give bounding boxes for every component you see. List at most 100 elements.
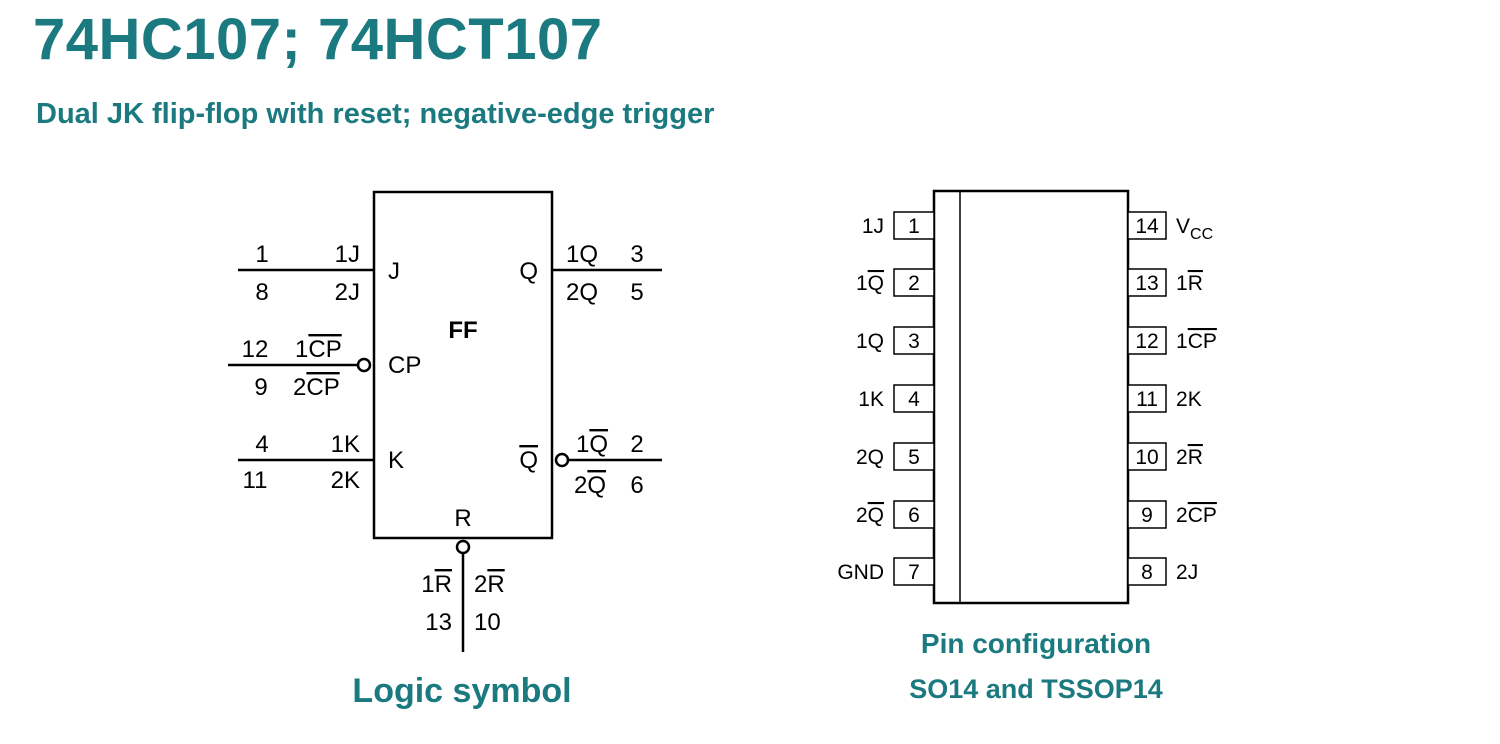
pin-label-14: VCC — [1176, 215, 1213, 243]
cp-input-label: CP — [388, 352, 421, 379]
pin-label-3-name: Q — [868, 330, 884, 353]
reset-inversion-bubble — [455, 539, 471, 555]
k-pin-number-1: 4 — [255, 431, 268, 458]
pin-label-12: 1CP — [1176, 330, 1217, 353]
cp-pin-number-1: 12 — [242, 336, 269, 363]
reset-pin-number-1: 13 — [425, 609, 452, 636]
pin-label-11: 2K — [1176, 388, 1202, 411]
pin-number-5: 5 — [908, 446, 920, 469]
flip-flop-block — [372, 190, 554, 540]
pin-label-4-name: K — [870, 388, 884, 411]
pin-number-3: 3 — [908, 330, 920, 353]
pin-number-2: 2 — [908, 272, 920, 295]
logic-symbol-labels: 1 8 1J 2J J 12 9 1CP 2CP CP 4 11 1K 2K K… — [242, 241, 644, 636]
k-signal-name-1: 1K — [331, 431, 360, 458]
logic-symbol-caption: Logic symbol — [352, 672, 572, 710]
pin-label-1-prefix: 1 — [862, 215, 874, 238]
pin-label-6-name: Q — [868, 504, 884, 527]
pin-label-9-name: CP — [1188, 504, 1217, 527]
pin-box-13 — [1127, 268, 1167, 297]
pin-box-9 — [1127, 500, 1167, 529]
pin-label-2-prefix: 1 — [856, 272, 868, 295]
pin-number-1: 1 — [908, 215, 920, 238]
pin-label-8: 2J — [1176, 561, 1198, 584]
k-pin-number-2: 11 — [243, 467, 268, 494]
pin-label-4-prefix: 1 — [858, 388, 870, 411]
pin-box-4 — [893, 384, 935, 413]
cp-inversion-bubble — [356, 357, 372, 373]
pin-box-10 — [1127, 442, 1167, 471]
pin-label-1-name: J — [874, 215, 885, 238]
pin-number-7: 7 — [908, 561, 920, 584]
pin-box-8 — [1127, 557, 1167, 586]
qn-output-label: Q — [519, 447, 538, 474]
pin-label-8-name: J — [1188, 561, 1199, 584]
cp-signal-name-1: 1CP — [295, 336, 342, 363]
pin-number-13: 13 — [1135, 272, 1158, 295]
pin-label-13-prefix: 1 — [1176, 272, 1188, 295]
pin-label-4: 1K — [858, 388, 884, 411]
pin-label-10: 2R — [1176, 446, 1203, 469]
pin-box-1 — [893, 211, 935, 240]
pin-box-6 — [893, 500, 935, 529]
q-pin-number-2: 5 — [630, 279, 643, 306]
pin-label-6-prefix: 2 — [856, 504, 868, 527]
q-signal-name-2: 2Q — [566, 279, 598, 306]
reset-signal-name-2-ol: R — [487, 571, 504, 598]
pin-label-5-prefix: 2 — [856, 446, 868, 469]
reset-signal-name-2: 2R — [474, 571, 505, 598]
qn-signal-name-1: 1Q — [576, 431, 608, 458]
qn-pin-number-2: 6 — [630, 472, 643, 499]
pin-box-5 — [893, 442, 935, 471]
q-pin-number-1: 3 — [630, 241, 643, 268]
j-pin-number-1: 1 — [255, 241, 268, 268]
pin-label-14-subscript: CC — [1190, 226, 1213, 243]
j-input-label: J — [388, 258, 400, 285]
k-signal-name-2: 2K — [331, 467, 360, 494]
cp-signal-name-2: 2CP — [293, 374, 340, 401]
page-title: 74HC107; 74HCT107 — [33, 7, 603, 72]
qn-inversion-bubble — [554, 452, 570, 468]
reset-input-label: R — [454, 505, 471, 532]
pin-label-9: 2CP — [1176, 504, 1217, 527]
q-output-label: Q — [519, 258, 538, 285]
pin-label-3: 1Q — [856, 330, 884, 353]
qn-signal-name-2-ol: Q — [587, 472, 606, 499]
pin-label-10-prefix: 2 — [1176, 446, 1188, 469]
pin-number-9: 9 — [1141, 504, 1153, 527]
pin-label-2-name: Q — [868, 272, 884, 295]
pin-box-11 — [1127, 384, 1167, 413]
pin-box-3 — [893, 326, 935, 355]
pin-label-11-name: K — [1188, 388, 1202, 411]
j-pin-number-2: 8 — [255, 279, 268, 306]
cp-signal-name-1-ol: CP — [308, 336, 341, 363]
page-subtitle: Dual JK flip-flop with reset; negative-e… — [36, 98, 715, 130]
pin-label-13-name: R — [1188, 272, 1203, 295]
reset-pin-number-2: 10 — [474, 609, 501, 636]
pin-label-7-name: GND — [837, 561, 884, 584]
pin-label-9-prefix: 2 — [1176, 504, 1188, 527]
pin-label-7: GND — [837, 561, 884, 584]
logic-symbol — [228, 190, 662, 652]
pin-configuration — [932, 189, 1130, 605]
pin-number-12: 12 — [1135, 330, 1158, 353]
package-caption: SO14 and TSSOP14 — [909, 674, 1163, 704]
pin-number-8: 8 — [1141, 561, 1153, 584]
q-signal-name-1: 1Q — [566, 241, 598, 268]
qn-signal-name-2: 2Q — [574, 472, 606, 499]
pin-label-12-name: CP — [1188, 330, 1217, 353]
pin-box-14 — [1127, 211, 1167, 240]
pin-label-13: 1R — [1176, 272, 1203, 295]
pin-label-8-prefix: 2 — [1176, 561, 1188, 584]
qn-signal-name-1-ol: Q — [589, 431, 608, 458]
pin-number-11: 11 — [1136, 388, 1158, 411]
k-input-label: K — [388, 447, 404, 474]
pin-label-5-name: Q — [868, 446, 884, 469]
pin-label-1: 1J — [862, 215, 884, 238]
pin-configuration-caption: Pin configuration — [920, 628, 1152, 659]
pin-number-6: 6 — [908, 504, 920, 527]
cp-pin-number-2: 9 — [254, 374, 267, 401]
pin-box-12 — [1127, 326, 1167, 355]
pin-box-2 — [893, 268, 935, 297]
